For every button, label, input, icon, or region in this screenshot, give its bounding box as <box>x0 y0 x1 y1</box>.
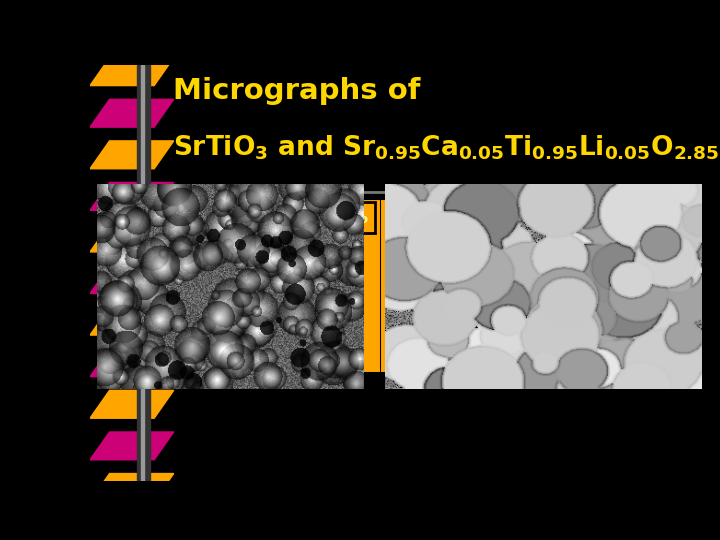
Polygon shape <box>90 99 174 127</box>
Text: $\mathbf{Sr_{0.95}Ca_{0.05}Ti_{0.95}Li_{0.05}O_{2.85}F_{0.85}}$: $\mathbf{Sr_{0.95}Ca_{0.05}Ti_{0.95}Li_{… <box>394 339 673 360</box>
Polygon shape <box>90 474 174 501</box>
Bar <box>161 203 377 368</box>
Text: Micrographs of: Micrographs of <box>173 77 420 105</box>
Polygon shape <box>90 183 174 210</box>
Polygon shape <box>90 266 174 294</box>
Polygon shape <box>90 432 174 460</box>
Polygon shape <box>90 16 174 44</box>
Polygon shape <box>90 0 174 2</box>
Text: $\mathbf{\Delta\Phi/\Phi}$ = 18.7 %: $\mathbf{\Delta\Phi/\Phi}$ = 18.7 % <box>482 208 631 226</box>
Bar <box>138 65 150 481</box>
Polygon shape <box>90 58 174 85</box>
Polygon shape <box>90 349 174 377</box>
Bar <box>384 203 639 368</box>
Polygon shape <box>90 141 174 168</box>
Circle shape <box>137 187 150 197</box>
Bar <box>141 65 144 481</box>
Text: $\mathbf{SrTiO_3}$ $\mathbf{and}$ $\mathbf{Sr_{0.95}Ca_{0.05}Ti_{0.95}Li_{0.05}O: $\mathbf{SrTiO_3}$ $\mathbf{and}$ $\math… <box>173 133 720 162</box>
Polygon shape <box>90 224 174 252</box>
Polygon shape <box>90 307 174 335</box>
Polygon shape <box>90 390 174 418</box>
Text: $\mathbf{\Delta\Phi/\Phi}$ = 1.1 %: $\mathbf{\Delta\Phi/\Phi}$ = 1.1 % <box>233 208 369 226</box>
Text: $\mathbf{SrTiO_3}$: $\mathbf{SrTiO_3}$ <box>171 338 242 360</box>
